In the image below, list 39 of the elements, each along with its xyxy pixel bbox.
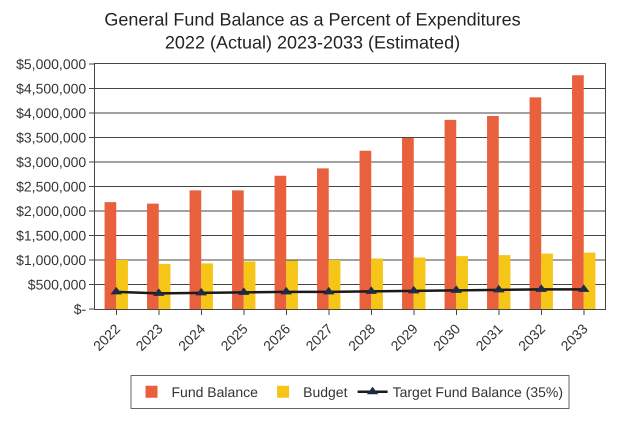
y-tick-label: $1,000,000 [16,252,86,268]
bar [147,204,159,309]
bar [158,264,170,309]
y-tick-label: $4,500,000 [16,80,86,96]
legend-label: Budget [303,384,348,400]
bar [274,176,286,309]
y-tick-label: $2,000,000 [16,202,86,219]
bar [104,202,116,309]
bar [584,252,596,309]
legend-label: Target Fund Balance (35%) [392,384,564,400]
bar [328,260,340,309]
bar [232,190,244,309]
y-tick-label: $2,500,000 [16,178,86,194]
bar [402,138,414,309]
bar [244,261,256,309]
bar [201,263,213,309]
bar [190,190,202,309]
bar [371,258,383,309]
bar [444,120,456,309]
y-tick-label: $3,000,000 [16,154,86,170]
y-tick-label: $5,000,000 [16,56,86,72]
y-tick-label: $1,500,000 [16,227,86,244]
y-tick-label: $4,000,000 [16,104,86,121]
bar [360,150,372,309]
bar [530,97,542,309]
bar [498,255,510,309]
bar [116,260,128,309]
bar [414,258,426,309]
y-tick-label: $500,000 [28,276,86,292]
chart-title: General Fund Balance as a Percent of Expenditures 2022 (Actual) 2023-2033 (Estimated) [104,9,521,53]
bar [286,260,298,309]
y-tick-label: $3,500,000 [16,129,86,146]
bar [487,116,499,309]
y-tick-label: $- [74,300,87,317]
bar [572,75,584,309]
legend-label: Fund Balance [172,384,258,400]
bar [317,168,329,309]
bar [541,254,553,309]
bar [456,256,468,309]
